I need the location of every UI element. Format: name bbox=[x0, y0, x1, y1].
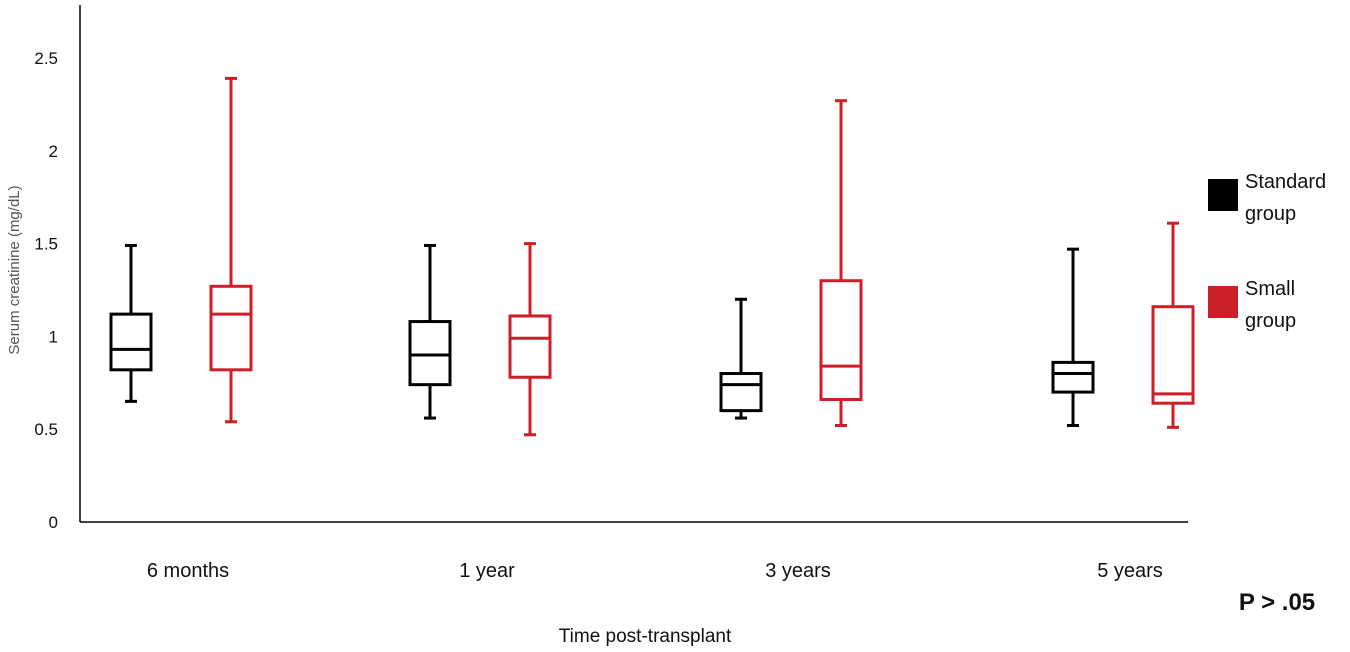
y-tick-label: 2.5 bbox=[34, 49, 58, 68]
box-0-0 bbox=[109, 243, 153, 403]
legend: Standard group Small group bbox=[1208, 171, 1326, 332]
box-iqr bbox=[508, 314, 552, 379]
y-axis-ticks: 0 0.5 1 1.5 2 2.5 bbox=[34, 49, 58, 532]
box-series bbox=[109, 76, 1195, 437]
x-category-label: 3 years bbox=[765, 560, 831, 582]
box-iqr bbox=[408, 320, 452, 387]
box-iqr bbox=[819, 279, 863, 402]
box-1-1 bbox=[508, 242, 552, 437]
box-0-2 bbox=[719, 297, 763, 420]
y-tick-label: 1.5 bbox=[34, 235, 58, 254]
x-category-label: 5 years bbox=[1097, 560, 1163, 582]
y-axis-title: Serum creatinine (mg/dL) bbox=[6, 185, 23, 354]
y-tick-label: 0.5 bbox=[34, 420, 58, 439]
y-tick-label: 2 bbox=[49, 142, 58, 161]
x-category-label: 6 months bbox=[147, 560, 229, 582]
box-0-3 bbox=[1051, 247, 1095, 427]
box-iqr bbox=[1051, 360, 1095, 394]
p-value-annotation: P > .05 bbox=[1239, 589, 1315, 616]
x-category-label: 1 year bbox=[459, 560, 515, 582]
box-iqr bbox=[719, 372, 763, 413]
y-tick-label: 0 bbox=[49, 513, 58, 532]
box-1-3 bbox=[1151, 221, 1195, 429]
legend-label: group bbox=[1245, 203, 1296, 225]
legend-label: Small bbox=[1245, 278, 1295, 300]
box-iqr bbox=[1151, 305, 1195, 405]
box-iqr bbox=[109, 312, 153, 372]
box-0-1 bbox=[408, 243, 452, 420]
y-tick-label: 1 bbox=[49, 327, 58, 346]
legend-label: group bbox=[1245, 310, 1296, 332]
x-axis-title: Time post-transplant bbox=[559, 626, 732, 647]
box-iqr bbox=[209, 284, 253, 372]
box-1-2 bbox=[819, 99, 863, 427]
x-axis-categories: 6 months 1 year 3 years 5 years bbox=[147, 560, 1163, 582]
box-1-0 bbox=[209, 76, 253, 424]
legend-label: Standard bbox=[1245, 171, 1326, 193]
legend-swatch bbox=[1208, 286, 1238, 318]
chart-axes bbox=[79, 5, 1188, 523]
legend-swatch bbox=[1208, 179, 1238, 211]
